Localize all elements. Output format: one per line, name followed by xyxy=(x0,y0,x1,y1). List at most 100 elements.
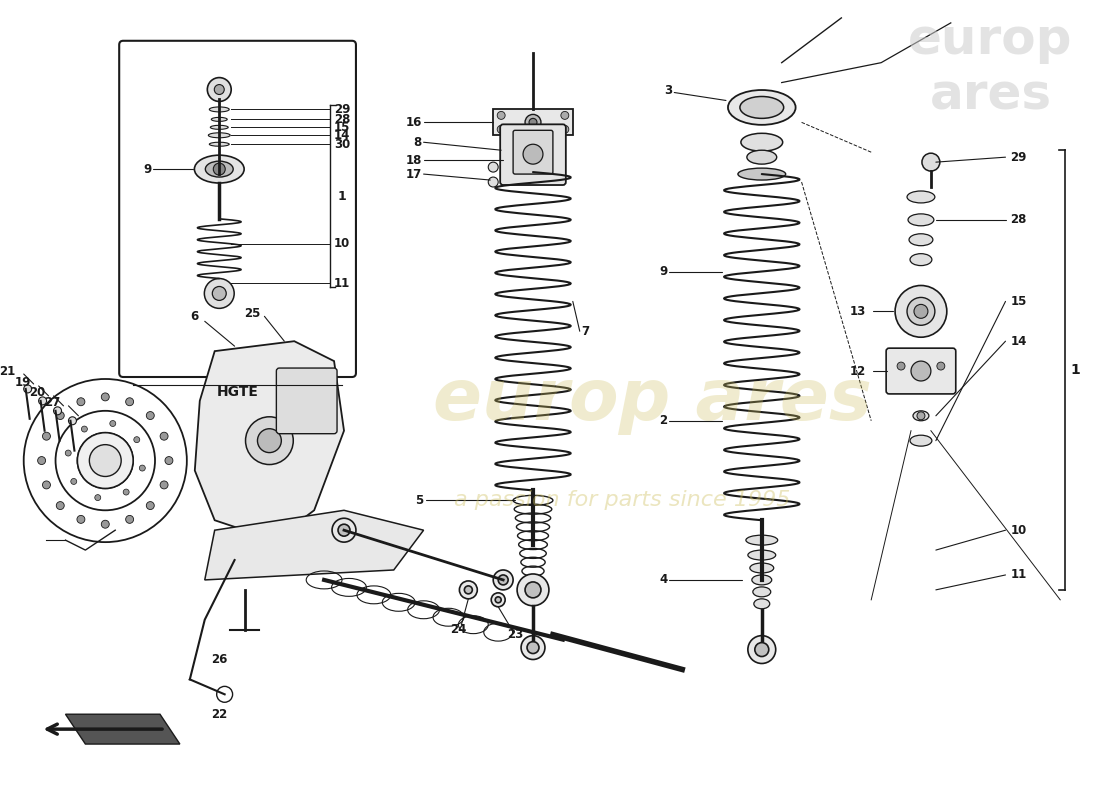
FancyBboxPatch shape xyxy=(513,130,553,174)
Ellipse shape xyxy=(746,535,778,545)
Circle shape xyxy=(123,489,129,495)
Ellipse shape xyxy=(751,575,772,585)
Ellipse shape xyxy=(210,126,228,130)
FancyBboxPatch shape xyxy=(500,124,565,185)
Circle shape xyxy=(755,642,769,657)
Circle shape xyxy=(561,126,569,134)
Circle shape xyxy=(125,515,133,523)
Ellipse shape xyxy=(908,191,935,203)
Ellipse shape xyxy=(750,563,773,573)
Text: 29: 29 xyxy=(334,103,351,116)
Circle shape xyxy=(165,457,173,465)
Circle shape xyxy=(493,570,513,590)
Ellipse shape xyxy=(747,150,777,164)
Circle shape xyxy=(212,286,227,301)
Text: 14: 14 xyxy=(334,129,351,142)
Circle shape xyxy=(937,362,945,370)
Circle shape xyxy=(68,417,76,425)
Text: 11: 11 xyxy=(1011,569,1026,582)
Text: 1: 1 xyxy=(1070,363,1080,377)
Text: 17: 17 xyxy=(405,167,421,181)
Ellipse shape xyxy=(913,411,928,421)
Text: 9: 9 xyxy=(143,162,152,176)
Circle shape xyxy=(488,162,498,172)
Circle shape xyxy=(37,457,45,465)
Text: 16: 16 xyxy=(405,116,421,129)
Circle shape xyxy=(89,445,121,477)
Circle shape xyxy=(517,574,549,606)
Text: 9: 9 xyxy=(659,265,668,278)
Text: 24: 24 xyxy=(450,623,466,636)
Circle shape xyxy=(95,494,101,501)
Polygon shape xyxy=(66,714,180,744)
Circle shape xyxy=(213,163,226,175)
Ellipse shape xyxy=(748,550,775,560)
Circle shape xyxy=(525,582,541,598)
Circle shape xyxy=(214,85,224,94)
FancyBboxPatch shape xyxy=(276,368,337,434)
Text: 15: 15 xyxy=(334,121,351,134)
Polygon shape xyxy=(493,110,573,135)
Text: 10: 10 xyxy=(334,238,350,250)
Text: 27: 27 xyxy=(44,396,60,410)
Circle shape xyxy=(495,597,502,603)
Circle shape xyxy=(161,481,168,489)
Circle shape xyxy=(497,126,505,134)
Circle shape xyxy=(332,518,356,542)
Circle shape xyxy=(338,524,350,536)
Text: 15: 15 xyxy=(1011,295,1026,308)
Ellipse shape xyxy=(740,97,783,118)
Text: 3: 3 xyxy=(664,84,672,97)
Polygon shape xyxy=(205,510,424,580)
FancyBboxPatch shape xyxy=(887,348,956,394)
Circle shape xyxy=(245,417,294,465)
Text: 22: 22 xyxy=(211,708,228,721)
Circle shape xyxy=(134,437,140,442)
Text: HGTE: HGTE xyxy=(217,385,258,399)
Text: 18: 18 xyxy=(405,154,421,166)
Ellipse shape xyxy=(754,599,770,609)
Text: 11: 11 xyxy=(334,277,350,290)
Circle shape xyxy=(521,636,544,659)
Text: 2: 2 xyxy=(659,414,668,427)
Text: 25: 25 xyxy=(244,307,261,320)
Circle shape xyxy=(205,278,234,308)
Circle shape xyxy=(525,114,541,130)
Circle shape xyxy=(43,481,51,489)
Ellipse shape xyxy=(211,118,228,122)
Text: 7: 7 xyxy=(581,325,589,338)
Text: 21: 21 xyxy=(0,365,15,378)
Ellipse shape xyxy=(209,107,229,112)
Ellipse shape xyxy=(752,587,771,597)
Circle shape xyxy=(911,361,931,381)
Ellipse shape xyxy=(910,254,932,266)
Circle shape xyxy=(460,581,477,599)
Ellipse shape xyxy=(738,168,785,180)
Text: a passion for parts since 1995: a passion for parts since 1995 xyxy=(454,490,791,510)
Text: 10: 10 xyxy=(1011,524,1026,537)
Ellipse shape xyxy=(728,90,795,125)
Circle shape xyxy=(125,398,133,406)
Text: 5: 5 xyxy=(416,494,424,507)
Circle shape xyxy=(895,286,947,338)
Ellipse shape xyxy=(209,142,229,146)
Circle shape xyxy=(917,412,925,420)
Text: 28: 28 xyxy=(1011,214,1026,226)
Circle shape xyxy=(529,118,537,126)
Circle shape xyxy=(527,642,539,654)
Circle shape xyxy=(161,432,168,440)
Ellipse shape xyxy=(910,435,932,446)
Circle shape xyxy=(922,153,939,171)
Circle shape xyxy=(140,465,145,471)
Circle shape xyxy=(497,111,505,119)
Text: 12: 12 xyxy=(850,365,866,378)
Text: europ
ares: europ ares xyxy=(909,16,1072,119)
Circle shape xyxy=(898,362,905,370)
Circle shape xyxy=(65,450,72,456)
Ellipse shape xyxy=(908,214,934,226)
Text: 14: 14 xyxy=(1011,334,1026,348)
Circle shape xyxy=(77,433,133,489)
Circle shape xyxy=(110,421,115,426)
Text: 28: 28 xyxy=(334,113,351,126)
Circle shape xyxy=(81,426,87,432)
